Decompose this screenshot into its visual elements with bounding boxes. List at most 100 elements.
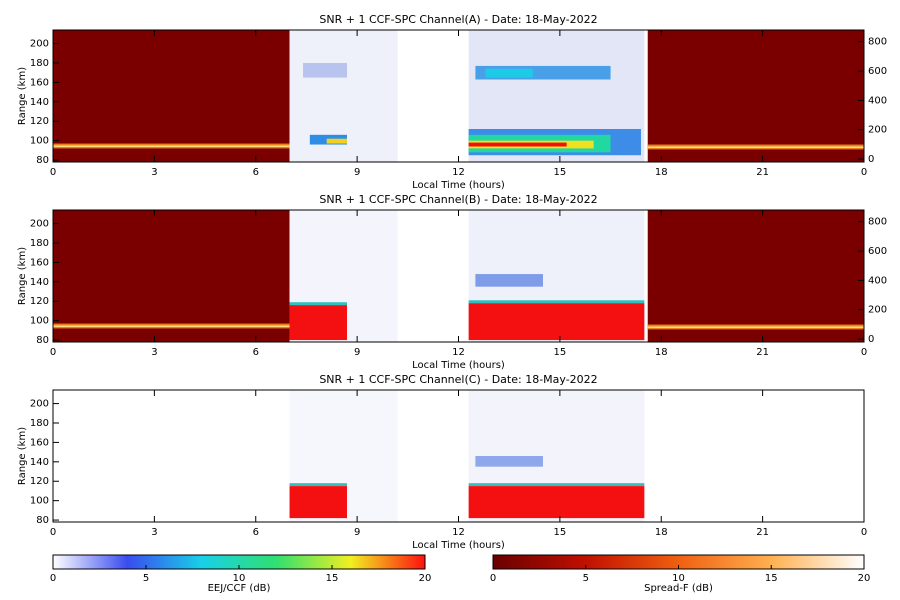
y-tick-label: 200 [30,399,49,410]
y2-tick-label: 200 [868,125,887,136]
x-tick-label: 12 [452,347,465,358]
x-tick-label: 6 [253,347,259,358]
colorbar-tick-label: 0 [50,573,56,584]
colorbar-label: Spread-F (dB) [644,583,713,594]
x-axis-label: Local Time (hours) [412,180,505,191]
x-tick-label: 15 [554,167,567,178]
y-tick-label: 140 [30,277,49,288]
x-tick-label: 6 [253,167,259,178]
x-tick-label: 18 [655,527,668,538]
y-tick-label: 100 [30,136,49,147]
y2-tick-label: 600 [868,66,887,77]
y-tick-label: 180 [30,418,49,429]
panel-title: SNR + 1 CCF-SPC Channel(C) - Date: 18-Ma… [319,373,597,386]
y2-tick-label: 400 [868,95,887,106]
y-axis-label: Range (km) [17,427,28,485]
heat-block [53,210,290,342]
colorbar-tick-label: 5 [583,573,589,584]
heat-block [289,486,347,519]
x-tick-label: 9 [354,347,360,358]
x-tick-label: 0 [50,527,56,538]
y-tick-label: 120 [30,476,49,487]
y-tick-label: 160 [30,77,49,88]
y-tick-label: 140 [30,97,49,108]
x-tick-label: 0 [50,167,56,178]
colorbar-tick-label: 0 [490,573,496,584]
x-tick-label: 21 [756,347,769,358]
plot-background [53,390,864,522]
x-tick-label: 6 [253,527,259,538]
colorbar-tick-label: 20 [858,573,871,584]
y-tick-label: 100 [30,496,49,507]
y-tick-label: 120 [30,296,49,307]
x-axis-label: Local Time (hours) [412,360,505,371]
heat-block [468,300,645,304]
x-tick-label: 12 [452,167,465,178]
y-tick-label: 80 [36,515,49,526]
panel-title: SNR + 1 CCF-SPC Channel(A) - Date: 18-Ma… [319,13,597,26]
y2-tick-label: 400 [868,275,887,286]
colorbar-label: EEJ/CCF (dB) [208,583,271,594]
heat-block [53,145,290,147]
heat-block [289,305,347,341]
y2-tick-label: 0 [868,154,874,165]
heat-block [468,483,645,487]
colorbar-tick-label: 15 [765,573,778,584]
heat-block [468,486,645,519]
y2-tick-label: 200 [868,305,887,316]
x-tick-label: 3 [151,167,157,178]
x-tick-label: 9 [354,167,360,178]
heat-block [53,30,290,162]
y-axis-label: Range (km) [17,247,28,305]
panel-title: SNR + 1 CCF-SPC Channel(B) - Date: 18-Ma… [319,193,597,206]
heat-block [303,63,347,78]
x-tick-label: 3 [151,527,157,538]
heat-block [475,274,543,287]
heat-block [647,326,864,328]
x-tick-label: 0 [861,527,867,538]
x-tick-label: 21 [756,527,769,538]
y-tick-label: 180 [30,238,49,249]
x-tick-label: 3 [151,347,157,358]
y-tick-label: 160 [30,257,49,268]
heat-block [647,146,864,148]
y-tick-label: 180 [30,58,49,69]
x-tick-label: 9 [354,527,360,538]
colorbar-tick-label: 15 [326,573,339,584]
heat-block [289,302,347,306]
colorbar-tick-label: 5 [143,573,149,584]
heat-block [326,138,347,144]
y-tick-label: 80 [36,155,49,166]
y-tick-label: 200 [30,39,49,50]
y2-tick-label: 600 [868,246,887,257]
heat-block [647,210,864,342]
x-tick-label: 12 [452,527,465,538]
colorbar-tick-label: 10 [233,573,246,584]
x-tick-label: 18 [655,347,668,358]
y-tick-label: 200 [30,219,49,230]
x-tick-label: 21 [756,167,769,178]
y-tick-label: 160 [30,437,49,448]
y-tick-label: 100 [30,316,49,327]
y-tick-label: 80 [36,335,49,346]
heat-block [468,142,567,147]
heat-block [468,303,645,341]
y-axis-label: Range (km) [17,67,28,125]
x-tick-label: 15 [554,527,567,538]
y-tick-label: 140 [30,457,49,468]
x-axis-label: Local Time (hours) [412,540,505,551]
heat-block [289,483,347,487]
x-tick-label: 15 [554,347,567,358]
heat-block [647,30,864,162]
x-tick-label: 18 [655,167,668,178]
y2-tick-label: 800 [868,217,887,228]
y2-tick-label: 800 [868,37,887,48]
x-tick-label: 0 [861,167,867,178]
heat-block [485,68,533,78]
x-tick-label: 0 [50,347,56,358]
colorbar-tick-label: 20 [419,573,432,584]
y2-tick-label: 0 [868,334,874,345]
y-tick-label: 120 [30,116,49,127]
colorbar-tick-label: 10 [672,573,685,584]
